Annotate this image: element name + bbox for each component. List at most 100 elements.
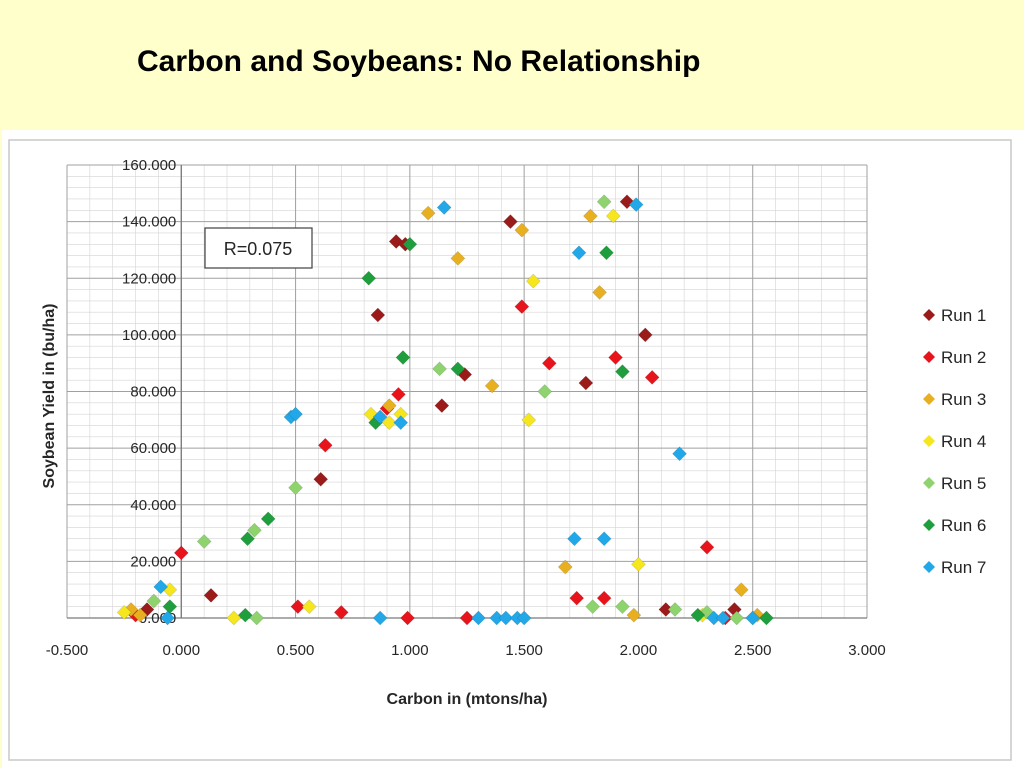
- data-point-run-5: [196, 534, 212, 549]
- y-tick-label: 80.000: [130, 384, 176, 401]
- data-point-run-1: [434, 398, 450, 414]
- data-point-run-2: [333, 604, 349, 620]
- x-tick-label: 1.500: [505, 642, 543, 659]
- data-point-run-4: [605, 208, 621, 224]
- data-point-run-4: [525, 273, 541, 289]
- data-point-run-7: [498, 610, 514, 626]
- scatter-chart: -0.500 0.000 0.500 1.000 1.500 2.000 2.500 3.00…: [8, 139, 1012, 761]
- data-point-run-4: [631, 556, 646, 572]
- data-point-run-5: [249, 610, 265, 626]
- data-point-run-7: [567, 531, 582, 547]
- data-point-run-2: [541, 355, 557, 371]
- data-point-run-2: [290, 599, 306, 615]
- y-tick-label: 60.000: [130, 440, 176, 457]
- r-annotation-box: [204, 227, 313, 269]
- data-point-run-3: [420, 205, 436, 221]
- data-point-run-1: [370, 307, 386, 323]
- data-point-run-5: [667, 602, 683, 617]
- data-point-run-2: [608, 350, 623, 365]
- data-point-run-5: [288, 480, 303, 496]
- legend-label-run-3: Run 3: [941, 390, 986, 409]
- slide-header: Carbon and Soybeans: No Relationship: [0, 0, 1024, 130]
- data-point-run-5: [247, 522, 262, 538]
- data-point-run-6: [615, 364, 630, 380]
- data-point-run-2: [459, 610, 475, 626]
- data-point-run-3: [733, 582, 749, 598]
- data-point-run-2: [644, 369, 660, 385]
- data-point-run-2: [569, 590, 585, 606]
- data-point-run-3: [132, 607, 148, 623]
- data-point-run-2: [317, 437, 333, 453]
- data-point-run-3: [592, 284, 607, 300]
- y-tick-label: 20.000: [130, 553, 176, 570]
- data-point-run-1: [503, 214, 518, 230]
- data-point-run-7: [288, 406, 303, 422]
- data-point-run-5: [615, 599, 630, 615]
- legend-label-run-2: Run 2: [941, 348, 986, 367]
- x-tick-label: 1.000: [391, 642, 429, 659]
- data-point-run-1: [313, 471, 329, 487]
- data-point-run-7: [160, 610, 175, 626]
- data-point-run-7: [745, 610, 761, 626]
- data-point-run-7: [596, 531, 612, 547]
- data-point-run-4: [521, 412, 537, 428]
- data-point-run-7: [516, 610, 532, 626]
- data-point-run-7: [372, 610, 388, 626]
- data-point-run-5: [729, 610, 745, 626]
- y-tick-label: 120.000: [122, 270, 176, 287]
- legend-marker-run-6: [923, 519, 935, 531]
- data-point-run-6: [402, 236, 418, 252]
- chart-panel: -0.500 0.000 0.500 1.000 1.500 2.000 2.500 3.00…: [2, 130, 1024, 768]
- data-point-run-6: [690, 607, 706, 623]
- data-point-run-7: [715, 610, 731, 626]
- legend-label-run-5: Run 5: [941, 474, 986, 493]
- legend-marker-run-1: [923, 309, 935, 321]
- data-point-run-5: [585, 599, 601, 615]
- legend-marker-run-3: [923, 393, 935, 405]
- legend-marker-run-2: [923, 351, 935, 363]
- data-point-run-5: [432, 361, 447, 377]
- data-point-run-2: [391, 386, 406, 402]
- data-point-run-7: [393, 415, 409, 431]
- slide-title: Carbon and Soybeans: No Relationship: [137, 45, 701, 78]
- legend-marker-run-7: [923, 561, 935, 573]
- x-tick-label: -0.500: [46, 642, 89, 659]
- data-point-run-3: [381, 398, 397, 414]
- data-point-run-4: [301, 599, 317, 615]
- data-point-run-3: [450, 251, 466, 266]
- data-point-run-1: [203, 587, 219, 603]
- y-tick-label: 160.000: [122, 157, 176, 174]
- legend-label-run-6: Run 6: [941, 516, 986, 535]
- legend-label-run-7: Run 7: [941, 558, 986, 577]
- data-point-run-3: [514, 222, 530, 238]
- data-point-run-7: [436, 200, 452, 215]
- legend-label-run-4: Run 4: [941, 432, 986, 451]
- r-annotation-label: R=0.075: [224, 239, 293, 259]
- data-point-run-5: [146, 593, 162, 609]
- y-tick-label: 140.000: [122, 214, 176, 231]
- y-tick-label: 100.000: [122, 327, 176, 344]
- x-axis-title: Carbon in (mtons/ha): [387, 691, 548, 708]
- data-point-run-3: [583, 208, 598, 224]
- data-point-run-6: [237, 607, 253, 623]
- y-tick-label: 40.000: [130, 497, 176, 514]
- data-point-run-2: [400, 610, 415, 626]
- y-axis-title: Soybean Yield in (bu/ha): [41, 304, 58, 489]
- data-point-run-7: [153, 579, 169, 595]
- x-tick-label: 0.000: [163, 642, 201, 659]
- data-point-run-3: [557, 559, 573, 575]
- data-point-run-3: [484, 378, 500, 394]
- data-point-run-3: [626, 607, 642, 623]
- legend-marker-run-4: [923, 435, 935, 447]
- x-tick-label: 3.000: [848, 642, 886, 659]
- data-point-run-6: [240, 531, 255, 547]
- data-point-run-2: [173, 545, 189, 561]
- data-point-run-7: [471, 610, 486, 626]
- data-point-run-6: [599, 245, 614, 261]
- data-point-run-7: [571, 245, 587, 261]
- data-point-run-4: [226, 610, 242, 626]
- data-point-run-5: [537, 384, 553, 399]
- data-point-run-7: [672, 446, 687, 462]
- data-point-run-2: [596, 590, 612, 606]
- legend-marker-run-5: [923, 477, 935, 489]
